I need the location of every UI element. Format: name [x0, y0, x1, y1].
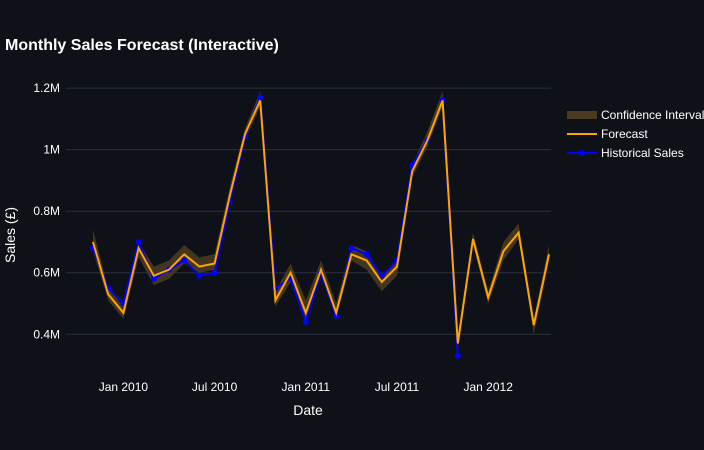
historical-sales-markers	[90, 94, 461, 359]
historical-point-3[interactable]	[135, 238, 142, 245]
historical-point-24[interactable]	[454, 352, 461, 359]
historical-point-4[interactable]	[150, 275, 157, 282]
x-tick-label-3: Jul 2011	[375, 380, 420, 394]
x-tick-labels: Jan 2010 Jul 2010 Jan 2011 Jul 2011 Jan 2012	[99, 380, 514, 394]
y-tick-label-4: 1.2M	[33, 81, 60, 95]
legend-item-forecast[interactable]: Forecast	[567, 127, 648, 141]
legend-item-historical-sales[interactable]: Historical Sales	[567, 146, 684, 160]
confidence-interval-band	[93, 91, 549, 350]
legend-label-historical: Historical Sales	[601, 146, 684, 160]
legend-label-confidence: Confidence Interval	[601, 108, 704, 122]
forecast-line	[92, 99, 550, 344]
x-tick-label-0: Jan 2010	[99, 380, 149, 394]
legend-marker-historical	[579, 150, 585, 156]
x-tick-label-2: Jan 2011	[282, 380, 331, 394]
y-tick-label-1: 0.6M	[33, 266, 60, 280]
x-tick-label-4: Jan 2012	[464, 380, 514, 394]
historical-point-19[interactable]	[378, 272, 385, 279]
legend-label-forecast: Forecast	[601, 127, 648, 141]
legend[interactable]: Confidence Interval Forecast Historical …	[567, 108, 704, 160]
y-tick-label-0: 0.4M	[33, 327, 60, 341]
historical-point-17[interactable]	[348, 245, 355, 252]
historical-point-16[interactable]	[333, 312, 340, 319]
y-tick-label-3: 1M	[43, 143, 60, 157]
legend-swatch-confidence	[567, 111, 597, 119]
historical-point-14[interactable]	[302, 318, 309, 325]
historical-point-7[interactable]	[196, 272, 203, 279]
historical-point-6[interactable]	[181, 257, 188, 264]
legend-item-confidence-interval[interactable]: Confidence Interval	[567, 108, 704, 122]
historical-point-18[interactable]	[363, 251, 370, 258]
plot-area[interactable]	[90, 91, 550, 359]
historical-point-8[interactable]	[211, 269, 218, 276]
x-tick-label-1: Jul 2010	[192, 380, 238, 394]
y-tick-label-2: 0.8M	[33, 204, 60, 218]
x-axis-title: Date	[293, 402, 323, 418]
y-axis-title: Sales (£)	[2, 207, 18, 263]
chart-title: Monthly Sales Forecast (Interactive)	[5, 37, 279, 54]
y-tick-labels: 0.4M 0.6M 0.8M 1M 1.2M	[33, 81, 60, 341]
y-gridlines	[66, 87, 551, 335]
historical-point-11[interactable]	[257, 94, 264, 101]
